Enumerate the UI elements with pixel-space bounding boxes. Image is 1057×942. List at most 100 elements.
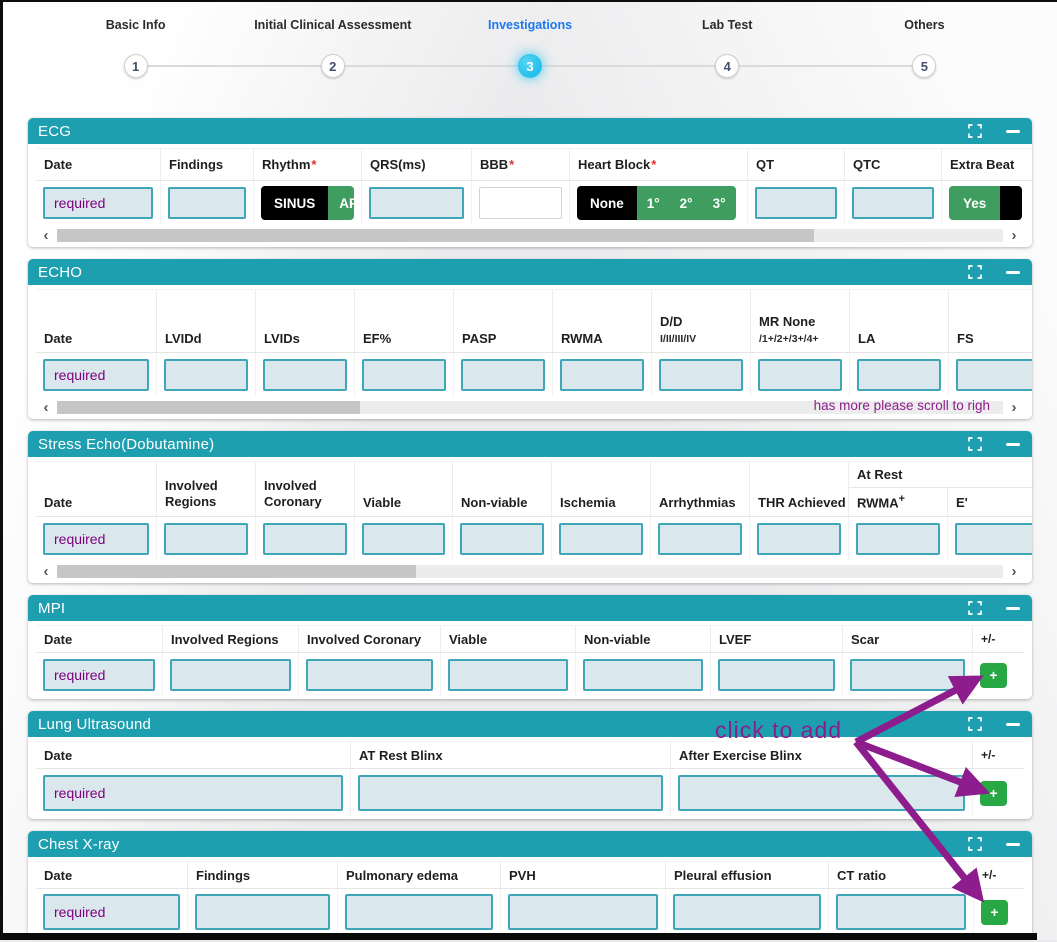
stress-viable-input[interactable] — [362, 523, 445, 555]
step-circle-3-active[interactable]: 3 — [518, 54, 542, 78]
ecg-date-input[interactable] — [43, 187, 153, 219]
heart-block-none-button[interactable]: None — [577, 186, 637, 220]
step-circle-1[interactable]: 1 — [123, 54, 148, 78]
mpi-scar-input[interactable] — [850, 659, 965, 691]
scroll-track[interactable] — [57, 400, 1003, 414]
collapse-icon[interactable] — [1006, 442, 1020, 446]
echo-pasp-input[interactable] — [461, 359, 545, 391]
echo-lvidd-input[interactable] — [164, 359, 248, 391]
panel-lung-ultrasound: Lung Ultrasound Date AT Rest Blinx After… — [28, 711, 1032, 819]
panel-echo: ECHO Date LVIDd LVIDs EF% PASP RWMA D/D … — [28, 259, 1032, 419]
chest-pleural-effusion-input[interactable] — [673, 894, 821, 930]
scroll-thumb[interactable] — [57, 228, 814, 242]
step-circle-4[interactable]: 4 — [715, 54, 740, 78]
stress-arrhythmias-input[interactable] — [658, 523, 742, 555]
scroll-right-icon[interactable]: › — [1011, 562, 1017, 580]
scroll-left-icon[interactable]: ‹ — [43, 226, 49, 244]
echo-fs-input[interactable] — [956, 359, 1032, 391]
echo-mr-input[interactable] — [758, 359, 842, 391]
scroll-track[interactable] — [57, 564, 1003, 578]
panel-mpi-title: MPI — [38, 599, 66, 617]
chest-pvh-input[interactable] — [508, 894, 658, 930]
lung-at-rest-blinx-input[interactable] — [358, 775, 663, 811]
step-label-lab-test[interactable]: Lab Test — [701, 18, 753, 32]
stress-rwma-input[interactable] — [856, 523, 940, 555]
stress-col-non-viable: Non-viable — [461, 495, 528, 510]
scroll-right-icon[interactable]: › — [1011, 226, 1017, 244]
echo-ef-input[interactable] — [362, 359, 446, 391]
chest-add-row-button[interactable]: + — [981, 899, 1008, 925]
panel-chest-title: Chest X-ray — [38, 835, 120, 853]
scroll-left-icon[interactable]: ‹ — [43, 398, 49, 416]
expand-icon[interactable] — [968, 124, 982, 138]
scroll-thumb[interactable] — [57, 400, 360, 414]
echo-la-input[interactable] — [857, 359, 941, 391]
mpi-involved-regions-input[interactable] — [170, 659, 291, 691]
step-label-basic-info[interactable]: Basic Info — [105, 18, 166, 32]
expand-icon[interactable] — [968, 837, 982, 851]
scroll-thumb[interactable] — [57, 564, 417, 578]
ecg-col-heart-block: Heart Block — [578, 157, 651, 172]
chest-ct-ratio-input[interactable] — [836, 894, 966, 930]
step-label-others[interactable]: Others — [904, 18, 945, 32]
stress-date-input[interactable] — [43, 523, 149, 555]
echo-dd-input[interactable] — [659, 359, 743, 391]
expand-icon[interactable] — [968, 717, 982, 731]
lung-add-row-button[interactable]: + — [980, 780, 1007, 806]
rhythm-af-button[interactable]: AF — [328, 186, 354, 220]
chest-date-input[interactable] — [43, 894, 180, 930]
mpi-viable-input[interactable] — [448, 659, 568, 691]
step-label-initial-clinical-assessment[interactable]: Initial Clinical Assessment — [254, 18, 412, 32]
scroll-right-icon[interactable]: › — [1011, 398, 1017, 416]
echo-col-ef: EF% — [363, 331, 392, 346]
expand-icon[interactable] — [968, 265, 982, 279]
lung-after-exercise-blinx-input[interactable] — [678, 775, 965, 811]
echo-rwma-input[interactable] — [560, 359, 644, 391]
mpi-col-involved-coronary: Involved Coronary — [307, 631, 422, 647]
lung-date-input[interactable] — [43, 775, 343, 811]
mpi-add-row-button[interactable]: + — [980, 662, 1007, 688]
stress-thr-achieved-input[interactable] — [757, 523, 841, 555]
panel-lung-title: Lung Ultrasound — [38, 715, 152, 733]
chest-findings-input[interactable] — [195, 894, 330, 930]
extra-beat-no-button-clipped[interactable] — [1000, 186, 1023, 220]
stress-involved-coronary-input[interactable] — [263, 523, 347, 555]
collapse-icon[interactable] — [1006, 129, 1020, 133]
step-circle-5[interactable]: 5 — [912, 54, 937, 78]
heart-block-2deg-button[interactable]: 2° — [669, 186, 703, 220]
collapse-icon[interactable] — [1006, 270, 1020, 274]
ecg-qrs-input[interactable] — [369, 187, 464, 219]
mpi-date-input[interactable] — [43, 659, 155, 691]
ecg-qt-input[interactable] — [755, 187, 837, 219]
echo-lvids-input[interactable] — [263, 359, 347, 391]
stress-involved-regions-input[interactable] — [164, 523, 248, 555]
collapse-icon[interactable] — [1006, 606, 1020, 610]
mpi-non-viable-input[interactable] — [583, 659, 703, 691]
collapse-icon[interactable] — [1006, 722, 1020, 726]
heart-block-1deg-button[interactable]: 1° — [636, 186, 670, 220]
stress-col-ischemia: Ischemia — [560, 495, 616, 510]
step-circle-2[interactable]: 2 — [320, 54, 345, 78]
echo-date-input[interactable] — [43, 359, 149, 391]
mpi-lvef-input[interactable] — [718, 659, 835, 691]
step-label-investigations[interactable]: Investigations — [487, 18, 573, 32]
rhythm-sinus-button[interactable]: SINUS — [261, 186, 329, 220]
panel-ecg-title: ECG — [38, 122, 72, 140]
stress-ischemia-input[interactable] — [559, 523, 643, 555]
ecg-qtc-input[interactable] — [852, 187, 934, 219]
scroll-track[interactable] — [57, 228, 1003, 242]
collapse-icon[interactable] — [1006, 842, 1020, 846]
scroll-more-hint: has more please scroll to righ — [813, 398, 990, 413]
expand-icon[interactable] — [968, 437, 982, 451]
stress-col-arrhythmias: Arrhythmias — [659, 495, 736, 510]
expand-icon[interactable] — [968, 601, 982, 615]
extra-beat-yes-button[interactable]: Yes — [949, 186, 1001, 220]
stress-e-prime-input[interactable] — [955, 523, 1032, 555]
chest-pulmonary-edema-input[interactable] — [345, 894, 493, 930]
mpi-involved-coronary-input[interactable] — [306, 659, 433, 691]
ecg-bbb-input[interactable] — [479, 187, 562, 219]
stress-non-viable-input[interactable] — [460, 523, 544, 555]
ecg-findings-input[interactable] — [168, 187, 246, 219]
scroll-left-icon[interactable]: ‹ — [43, 562, 49, 580]
heart-block-3deg-button[interactable]: 3° — [702, 186, 736, 220]
